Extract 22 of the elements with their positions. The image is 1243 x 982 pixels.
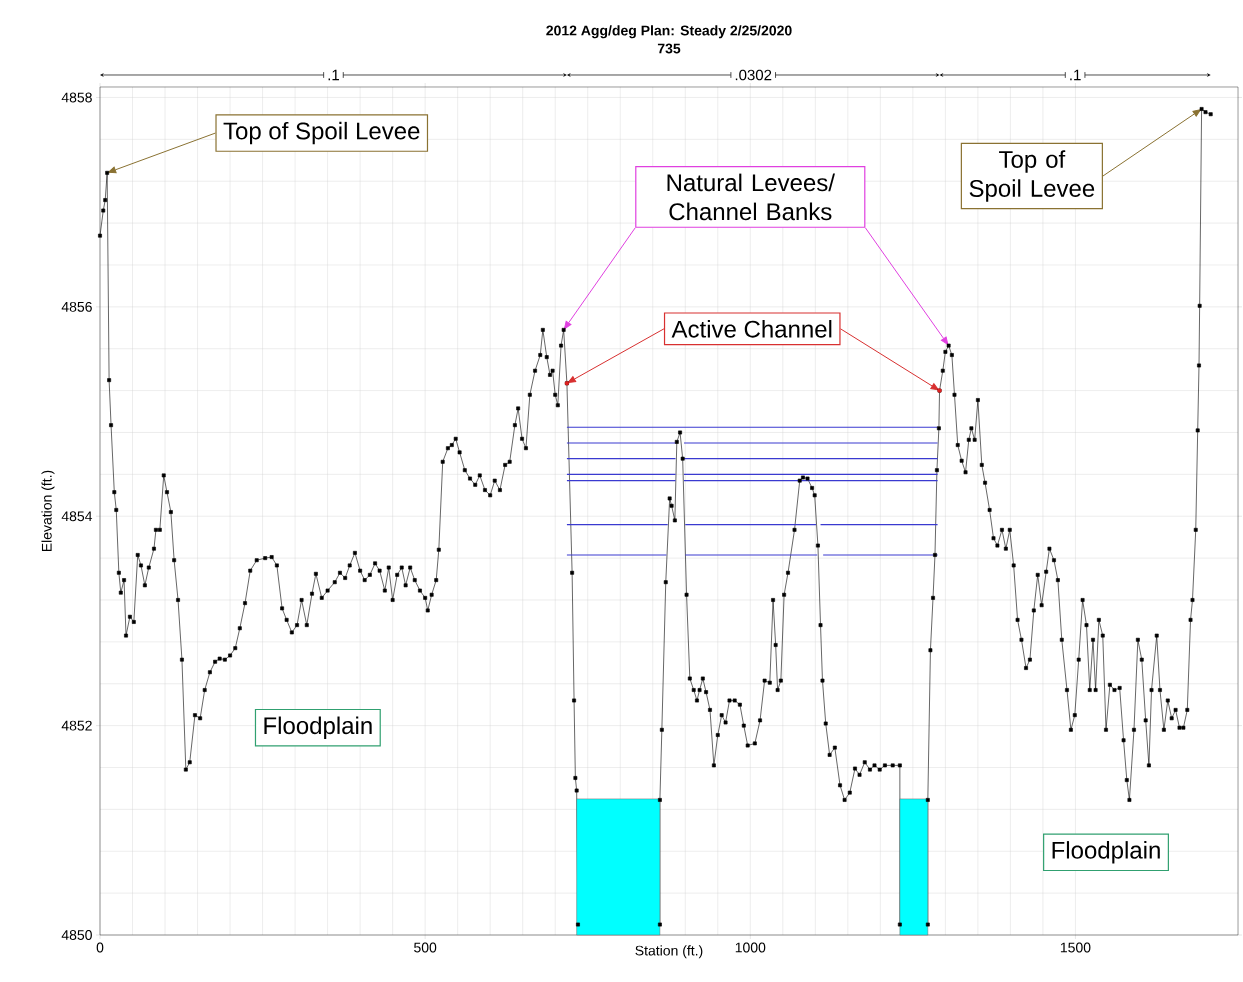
y-tick-label: 4850 [61, 930, 92, 940]
x-tick-label: 500 [414, 942, 437, 953]
x-axis-title: Station (ft.) [635, 945, 703, 959]
annotation: Top of Spoil Levee [969, 150, 1095, 202]
x-tick-label: 0 [96, 942, 104, 953]
text: .0302 [735, 69, 772, 81]
chart-title: 2012 Agg/deg Plan: Steady 2/25/2020 [546, 25, 792, 39]
y-tick-label: 4854 [61, 511, 93, 522]
annotation: Top of Spoil Levee [223, 121, 420, 145]
y-tick-label: 4852 [61, 720, 92, 731]
text: .1 [1070, 69, 1081, 81]
x-tick-label: 1000 [735, 942, 766, 953]
annotation: Active Channel [671, 320, 832, 338]
chart-subtitle: 735 [657, 43, 681, 54]
annotation: Floodplain [1052, 841, 1160, 864]
x-tick-label: 1500 [1060, 942, 1091, 953]
y-tick-label: 4858 [61, 92, 92, 103]
text: .1 [328, 69, 339, 81]
y-axis-title: Elevation (ft.) [41, 470, 55, 552]
y-tick-label: 4856 [61, 301, 92, 312]
annotation: Floodplain [264, 716, 372, 739]
annotation: Natural Levees/ Channel Banks [667, 173, 835, 221]
